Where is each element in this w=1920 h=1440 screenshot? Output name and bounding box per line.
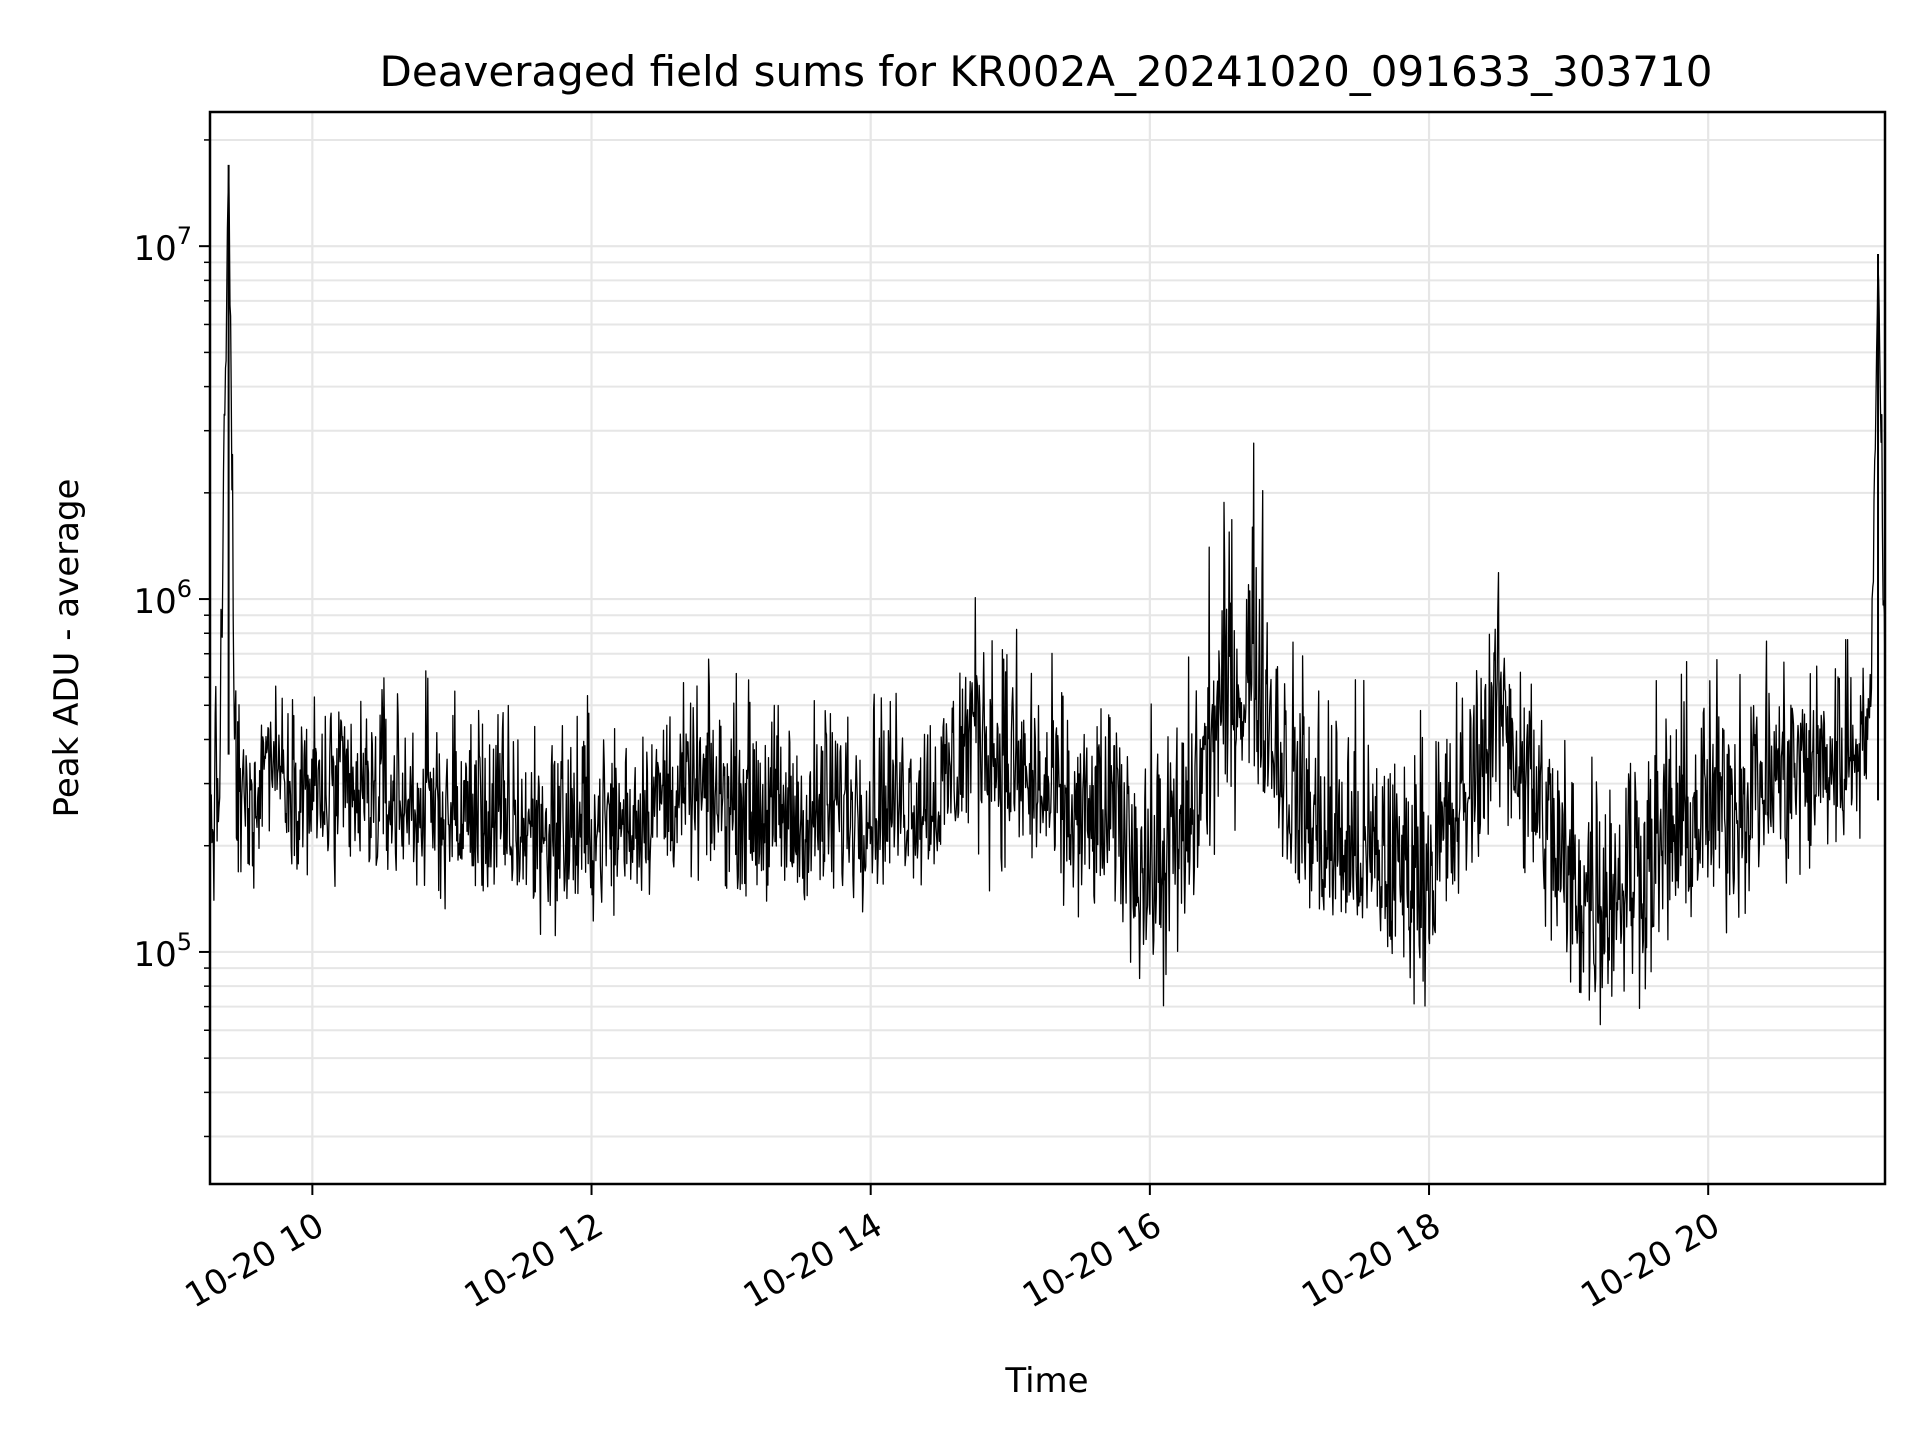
chart-title: Deaveraged field sums for KR002A_2024102… bbox=[380, 47, 1713, 96]
y-tick-label: 107 bbox=[133, 222, 192, 269]
plot-frame bbox=[208, 110, 1887, 1186]
series-line bbox=[210, 170, 1885, 1026]
x-axis-label: Time bbox=[1004, 1361, 1088, 1401]
y-tick-label: 106 bbox=[133, 575, 192, 622]
y-tick-label: 105 bbox=[133, 928, 192, 975]
y-axis-label: Peak ADU - average bbox=[47, 479, 87, 818]
series-layer bbox=[210, 164, 1885, 1026]
plot-area bbox=[210, 164, 1885, 1026]
y-axis: 105 106 107 bbox=[133, 139, 210, 1138]
